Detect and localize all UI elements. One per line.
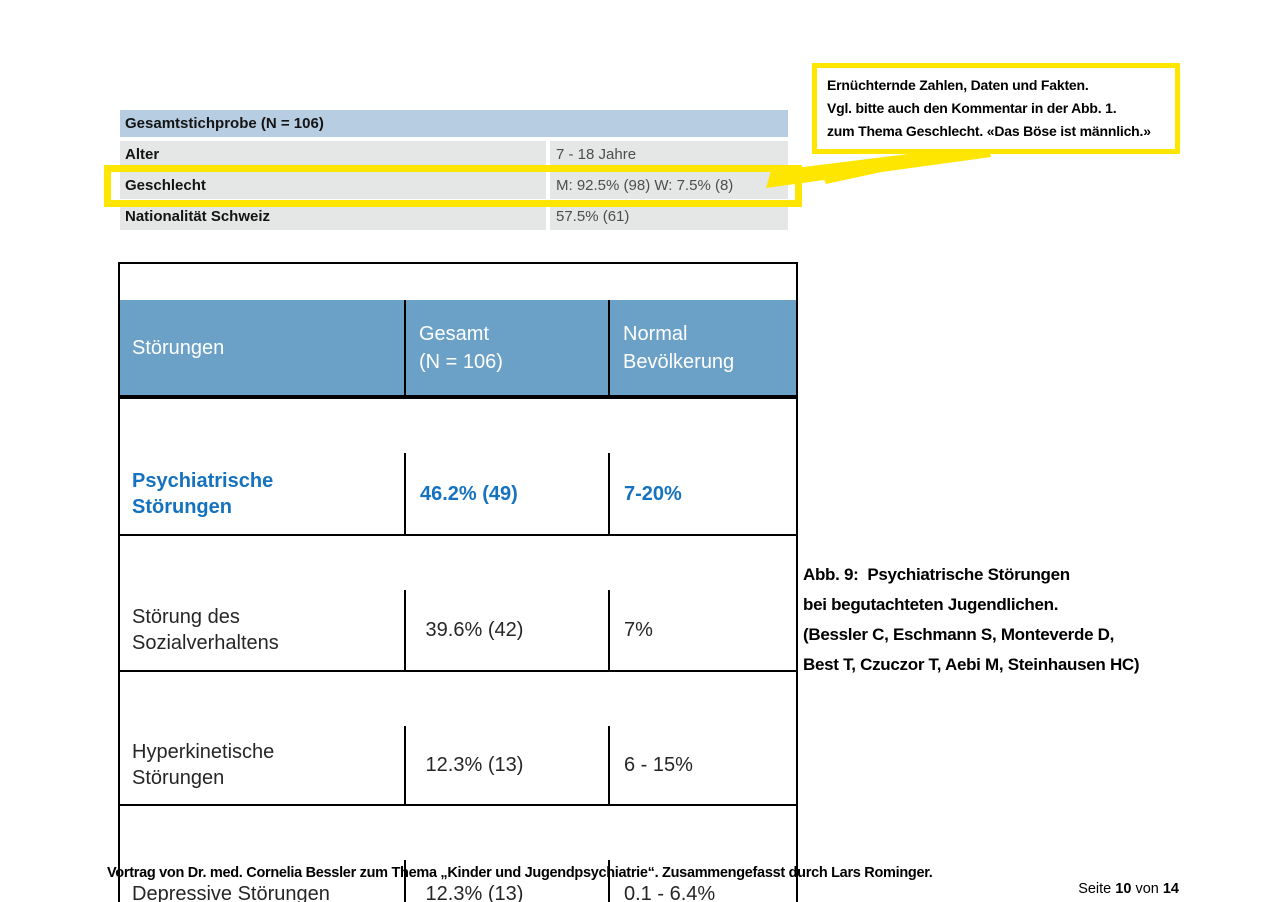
annotation-note: Ernüchternde Zahlen, Daten und Fakten. V… xyxy=(812,63,1180,154)
caption-line: Abb. 9: Psychiatrische Störungen xyxy=(803,565,1070,584)
figure-caption: Abb. 9: Psychiatrische Störungen bei beg… xyxy=(803,560,1140,680)
row-value: 57.5% (61) xyxy=(556,208,630,225)
cell-normal-value: 6 - 15% xyxy=(608,726,796,804)
cell-disorder-name: Depressive Störungen xyxy=(132,882,330,902)
page-separator: von xyxy=(1131,881,1163,897)
annotation-line: Vgl. bitte auch den Kommentar in der Abb… xyxy=(827,100,1117,116)
row-value: M: 92.5% (98) W: 7.5% (8) xyxy=(556,177,734,194)
disorders-table-header: Störungen Gesamt (N = 106) Normal Bevölk… xyxy=(120,300,796,399)
header-cell-stoerungen: Störungen xyxy=(120,300,404,395)
geschlecht-highlight-rectangle xyxy=(104,165,802,207)
cell-gesamt-value: 39.6% (42) xyxy=(404,590,608,670)
caption-line: (Bessler C, Eschmann S, Monteverde D, xyxy=(803,625,1115,644)
table-row-depressive: Depressive Störungen 12.3% (13) 0.1 - 6.… xyxy=(120,860,796,902)
cell-normal-value: 7-20% xyxy=(608,453,796,534)
table-row-sozialverhalten: Störung des Sozialverhaltens 39.6% (42) … xyxy=(120,590,796,672)
annotation-line: zum Thema Geschlecht. «Das Böse ist männ… xyxy=(827,123,1151,139)
row-label: Geschlecht xyxy=(120,172,550,199)
cell-disorder-name: Störung des Sozialverhaltens xyxy=(132,606,279,654)
cell-gesamt-value: 46.2% (49) xyxy=(404,453,608,534)
cell-disorder-name: Hyperkinetische Störungen xyxy=(132,741,275,789)
page-number: 10 xyxy=(1115,881,1132,897)
header-text: Normal xyxy=(623,322,688,345)
header-text: (N = 106) xyxy=(419,350,503,373)
page-total: 14 xyxy=(1162,881,1179,897)
table-row-psychiatrische: Psychiatrische Störungen 46.2% (49) 7-20… xyxy=(120,453,796,536)
caption-line: bei begutachteten Jugendlichen. xyxy=(803,595,1059,614)
header-text: Störungen xyxy=(132,336,225,359)
row-value: 7 - 18 Jahre xyxy=(556,146,637,163)
row-label: Nationalität Schweiz xyxy=(120,203,550,230)
table-row-nationalitaet: Nationalität Schweiz 57.5% (61) xyxy=(120,203,788,230)
disorders-table: Störungen Gesamt (N = 106) Normal Bevölk… xyxy=(118,262,798,902)
table-row-geschlecht: Geschlecht M: 92.5% (98) W: 7.5% (8) xyxy=(120,172,788,199)
annotation-line: Ernüchternde Zahlen, Daten und Fakten. xyxy=(827,77,1089,93)
footer-attribution: Vortrag von Dr. med. Cornelia Bessler zu… xyxy=(107,865,933,881)
page-prefix: Seite xyxy=(1078,881,1116,897)
summary-table: Gesamtstichprobe (N = 106) Alter 7 - 18 … xyxy=(120,110,788,230)
cell-normal-value: 7% xyxy=(608,590,796,670)
footer-page-indicator: Seite 10 von 14 xyxy=(1062,865,1179,902)
cell-gesamt-value: 12.3% (13) xyxy=(404,860,608,902)
cell-disorder-name: Psychiatrische Störungen xyxy=(132,469,274,518)
table-row-alter: Alter 7 - 18 Jahre xyxy=(120,141,788,168)
header-text: Gesamt xyxy=(419,322,490,345)
header-cell-normal: Normal Bevölkerung xyxy=(608,300,796,395)
caption-line: Best T, Czuczor T, Aebi M, Steinhausen H… xyxy=(803,655,1140,674)
cell-normal-value: 0.1 - 6.4% xyxy=(608,860,796,902)
summary-table-title: Gesamtstichprobe (N = 106) xyxy=(120,110,788,137)
header-cell-gesamt: Gesamt (N = 106) xyxy=(404,300,608,395)
row-label: Alter xyxy=(120,141,550,168)
table-row-hyperkinetische: Hyperkinetische Störungen 12.3% (13) 6 -… xyxy=(120,726,796,806)
cell-gesamt-value: 12.3% (13) xyxy=(404,726,608,804)
header-text: Bevölkerung xyxy=(623,350,735,373)
